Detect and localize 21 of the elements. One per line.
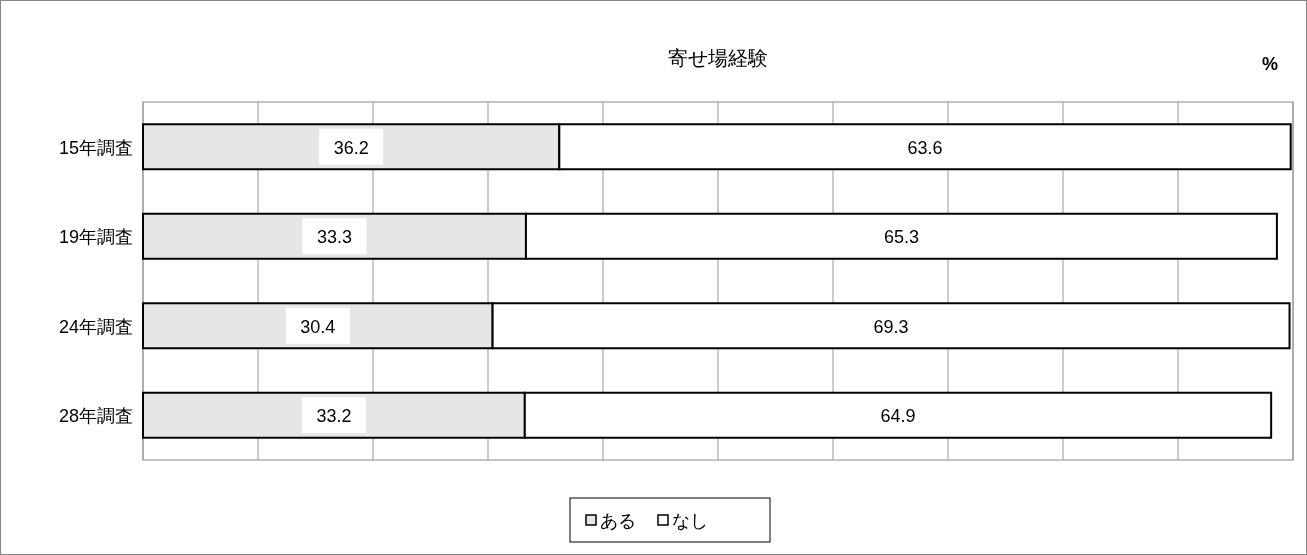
data-label: 63.6 bbox=[907, 137, 943, 158]
bar bbox=[523, 391, 1273, 439]
data-label: 65.3 bbox=[883, 227, 919, 248]
data-label: 33.2 bbox=[316, 406, 352, 427]
y-tick-label: 24年調査 bbox=[58, 316, 133, 337]
text: % bbox=[1262, 54, 1279, 74]
なし: 63.6 65.3 69.3 64.9 bbox=[491, 123, 1292, 439]
legend-label: ある bbox=[600, 511, 636, 531]
ある: 36.2 33.3 30.4 33.2 bbox=[142, 123, 561, 439]
data-label: 69.3 bbox=[873, 316, 909, 337]
chart-title: 寄せ場経験 bbox=[668, 47, 768, 69]
bar bbox=[491, 302, 1291, 350]
legend-label: なし bbox=[672, 511, 708, 531]
bar bbox=[524, 212, 1278, 260]
data-label: 30.4 bbox=[300, 316, 336, 337]
y-tick-label: 28年調査 bbox=[58, 406, 133, 427]
data-label: 36.2 bbox=[333, 137, 369, 158]
y-tick-label: 15年調査 bbox=[58, 137, 133, 158]
data-label: 64.9 bbox=[880, 406, 916, 427]
y-tick-label: 19年調査 bbox=[58, 227, 133, 248]
data-label: 33.3 bbox=[316, 227, 352, 248]
